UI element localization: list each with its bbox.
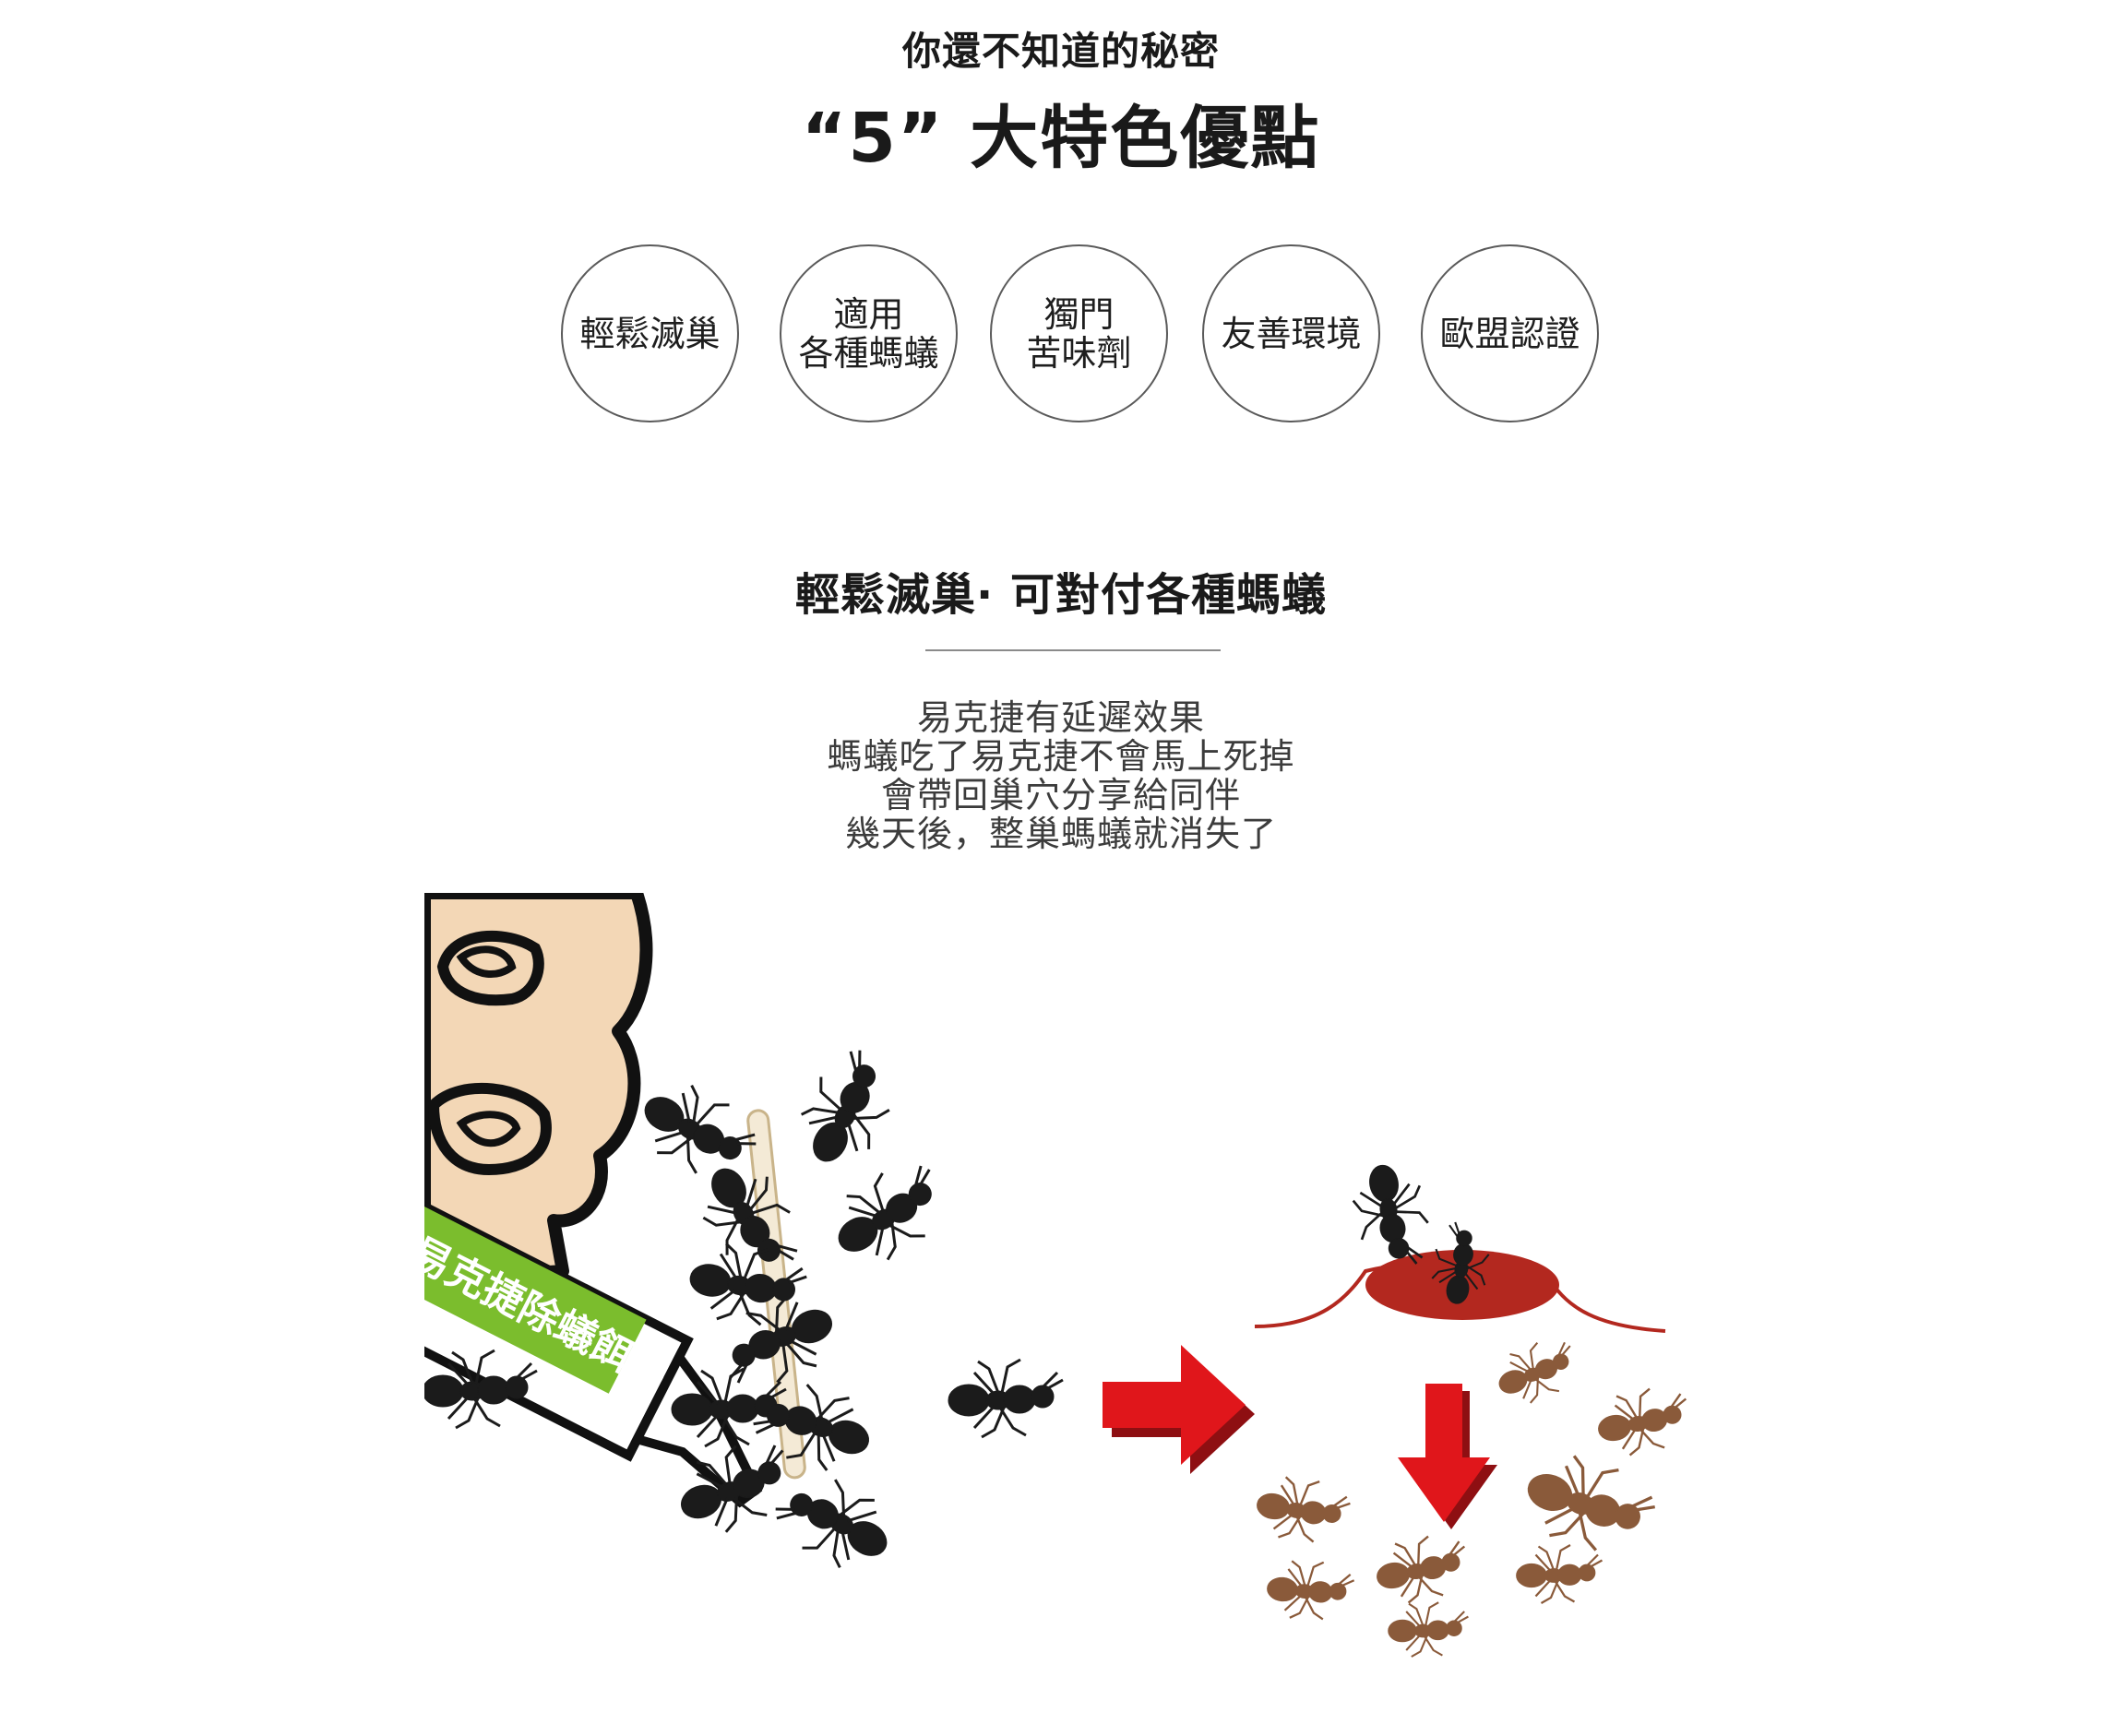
ant-icon [1387,1601,1470,1659]
section-divider [925,649,1221,651]
feature-badge-line: 友善環境 [1221,313,1362,354]
section-title: 輕鬆滅巢· 可對付各種螞蟻 [795,569,1327,621]
feature-badge-bitter-agent: 獨門 苦味劑 [990,244,1168,422]
feature-badge-eu-certified: 歐盟認證 [1421,244,1599,422]
down-arrow-icon-front [1398,1384,1490,1522]
ant-icon [1592,1381,1696,1461]
description-line: 易克捷有延遲效果 [916,697,1205,738]
ant-icon [1250,1470,1354,1550]
ant-icon [1370,1528,1474,1609]
ant-icon [1488,1331,1585,1412]
ant-icon [1515,1543,1603,1605]
bait-illustration: 易克捷除蟻餌膠 [424,893,1696,1659]
description-line: 幾天後，整巢螞蟻就消失了 [844,814,1277,854]
kicker-text: 你還不知道的秘密 [901,29,1220,74]
ant-icon [947,1358,1065,1439]
hand-fingernail [456,1111,521,1147]
feature-badge-line: 輕鬆滅巢 [579,313,721,354]
feature-badge-line: 各種螞蟻 [798,332,939,374]
hand-icon [424,893,653,1287]
feature-badge-eco-friendly: 友善環境 [1202,244,1380,422]
feature-badge-line: 獨門 [1043,293,1115,335]
page-headline: “5” 大特色優點 [801,99,1321,178]
ant-icon [1263,1556,1357,1624]
feature-badge-easy-nest-kill: 輕鬆滅巢 [561,244,739,422]
feature-badge-line: 苦味劑 [1026,332,1132,374]
right-arrow-icon-front [1103,1345,1246,1465]
ant-icon [1513,1441,1664,1568]
feature-badge-line: 適用 [833,293,904,335]
ant-icon [626,1067,768,1195]
ant-icon [818,1150,960,1278]
description-line: 會帶回巢穴分享給同伴 [880,775,1241,815]
ant-icon [783,1039,912,1180]
ant-icon [764,1457,905,1586]
section-description: 易克捷有延遲效果 螞蟻吃了易克捷不會馬上死掉 會帶回巢穴分享給同伴 幾天後，整巢… [0,698,2122,853]
description-line: 螞蟻吃了易克捷不會馬上死掉 [827,736,1295,777]
feature-badge-line: 歐盟認證 [1439,313,1580,354]
hand-thumbnail [456,945,517,979]
feature-badge-all-ant-types: 適用 各種螞蟻 [780,244,958,422]
